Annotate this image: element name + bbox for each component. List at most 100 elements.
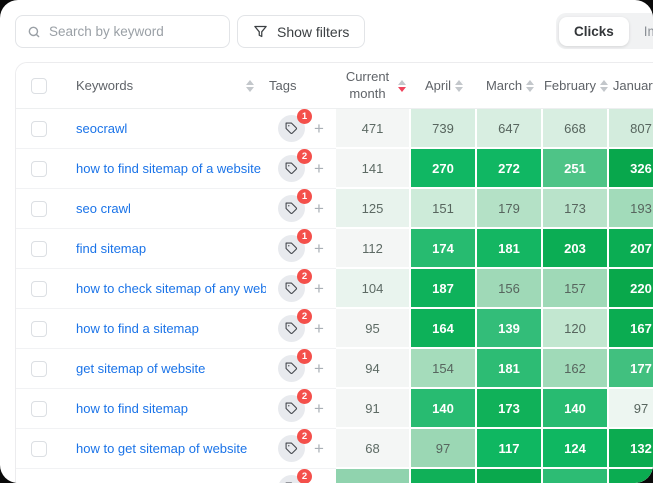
toggle-impressions[interactable]: Impressions [629, 17, 653, 46]
heatmap-cell: 120 [543, 309, 609, 349]
tag-icon [285, 362, 298, 374]
tags-button[interactable]: 1 [278, 229, 313, 262]
current-month-cell: 68 [336, 429, 411, 469]
keyword-link[interactable]: get sitemap of website [76, 361, 206, 376]
tags-button[interactable]: 2 [278, 389, 313, 422]
sort-icon[interactable] [246, 79, 254, 92]
tag-count-badge: 1 [297, 109, 313, 124]
column-header-march[interactable]: March [477, 63, 543, 109]
show-filters-button[interactable]: Show filters [237, 15, 366, 48]
table-row: 2+ [16, 469, 653, 483]
tag-count-badge: 2 [297, 469, 313, 483]
row-select-cell [16, 109, 61, 149]
tags-button[interactable]: 2 [278, 269, 313, 302]
row-checkbox[interactable] [30, 120, 47, 137]
tags-button[interactable]: 2 [278, 469, 313, 483]
row-checkbox[interactable] [30, 440, 47, 457]
current-month-cell: 94 [336, 349, 411, 389]
add-tag-button[interactable]: + [314, 439, 324, 458]
keyword-link[interactable]: how to find a sitemap [76, 321, 199, 336]
add-tag-button[interactable]: + [314, 359, 324, 378]
tags-button[interactable]: 2 [278, 149, 313, 182]
keyword-link[interactable]: seo crawl [76, 201, 131, 216]
toggle-clicks[interactable]: Clicks [559, 16, 629, 46]
add-tag-button[interactable]: + [314, 319, 324, 338]
tag-icon [285, 242, 298, 254]
row-select-cell [16, 469, 61, 483]
current-month-cell: 91 [336, 389, 411, 429]
search-input[interactable] [49, 24, 218, 39]
add-tag-button[interactable]: + [314, 239, 324, 258]
tag-icon [285, 162, 298, 174]
current-month-cell: 112 [336, 229, 411, 269]
row-checkbox[interactable] [30, 200, 47, 217]
tags-cell: 2+ [266, 309, 336, 349]
column-header-january[interactable]: January [609, 63, 653, 109]
tag-count-badge: 2 [297, 309, 313, 324]
keyword-cell: how to get sitemap of website [61, 429, 266, 469]
tag-icon [285, 322, 298, 334]
add-tag-button[interactable]: + [314, 279, 324, 298]
keyword-link[interactable]: how to find sitemap of a website [76, 161, 261, 176]
row-checkbox[interactable] [30, 320, 47, 337]
add-tag-button[interactable]: + [314, 199, 324, 218]
row-select-cell [16, 149, 61, 189]
heatmap-cell: 251 [543, 149, 609, 189]
show-filters-label: Show filters [277, 23, 350, 40]
tags-button[interactable]: 1 [278, 189, 313, 222]
tags-button[interactable]: 1 [278, 349, 313, 382]
row-checkbox[interactable] [30, 240, 47, 257]
heatmap-cell: 173 [543, 189, 609, 229]
heatmap-cell: 272 [477, 149, 543, 189]
keywords-table-card: Keywords Tags Current month [15, 62, 653, 483]
heatmap-cell: 167 [609, 309, 653, 349]
search-icon [28, 26, 40, 37]
heatmap-cell: 139 [477, 309, 543, 349]
heatmap-cell [543, 469, 609, 483]
keyword-cell: seocrawl [61, 109, 266, 149]
heatmap-cell: 157 [543, 269, 609, 309]
keyword-link[interactable]: seocrawl [76, 121, 128, 136]
current-month-cell: 104 [336, 269, 411, 309]
tags-cell: 2+ [266, 429, 336, 469]
tag-count-badge: 2 [297, 149, 313, 164]
keyword-cell [61, 469, 266, 483]
keyword-link[interactable]: find sitemap [76, 241, 147, 256]
select-all-checkbox[interactable] [30, 77, 47, 94]
heatmap-cell: 181 [477, 229, 543, 269]
sort-icon-active[interactable] [397, 79, 406, 92]
sort-icon[interactable] [600, 79, 609, 92]
tags-button[interactable]: 1 [278, 109, 313, 142]
select-all-cell [16, 63, 61, 109]
heatmap-cell: 177 [609, 349, 653, 389]
row-checkbox[interactable] [30, 160, 47, 177]
heatmap-cell: 668 [543, 109, 609, 149]
column-header-keywords[interactable]: Keywords [61, 63, 266, 109]
heatmap-cell [477, 469, 543, 483]
add-tag-button[interactable]: + [314, 399, 324, 418]
tags-cell: 2+ [266, 469, 336, 483]
tag-count-badge: 2 [297, 269, 313, 284]
keyword-link[interactable]: how to check sitemap of any website [76, 281, 266, 296]
column-header-current-month[interactable]: Current month [336, 63, 411, 109]
current-month-cell: 471 [336, 109, 411, 149]
sort-icon[interactable] [526, 79, 535, 92]
keyword-cell: how to find sitemap of a website [61, 149, 266, 189]
sort-icon[interactable] [455, 79, 463, 92]
add-tag-button[interactable]: + [314, 159, 324, 178]
column-header-february[interactable]: February [543, 63, 609, 109]
tags-button[interactable]: 2 [278, 309, 313, 342]
keyword-link[interactable]: how to find sitemap [76, 401, 189, 416]
tags-button[interactable]: 2 [278, 429, 313, 462]
keyword-link[interactable]: how to get sitemap of website [76, 441, 248, 456]
add-tag-button[interactable]: + [314, 480, 324, 483]
row-checkbox[interactable] [30, 360, 47, 377]
row-checkbox[interactable] [30, 280, 47, 297]
column-header-april[interactable]: April [411, 63, 477, 109]
heatmap-cell [609, 469, 653, 483]
row-checkbox[interactable] [30, 400, 47, 417]
toolbar: Show filters Clicks Impressions [0, 0, 653, 62]
heatmap-cell: 193 [609, 189, 653, 229]
add-tag-button[interactable]: + [314, 119, 324, 138]
